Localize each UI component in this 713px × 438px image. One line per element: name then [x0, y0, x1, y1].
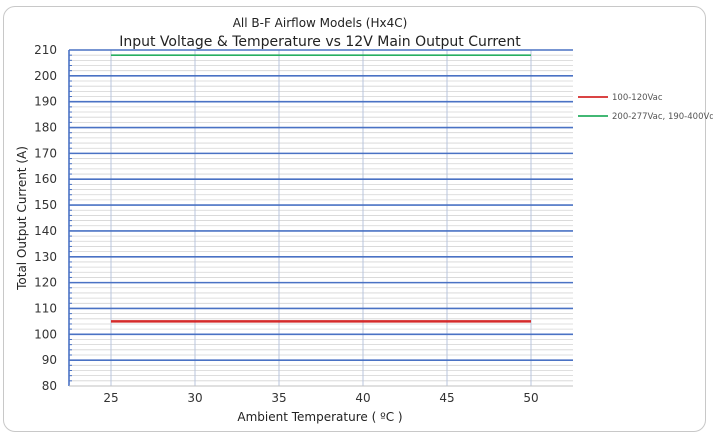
- x-tick-label: 50: [523, 391, 538, 405]
- chart-frame: [3, 6, 706, 432]
- x-tick-label: 30: [187, 391, 202, 405]
- series-layer: [111, 54, 531, 323]
- tick-layer: 80 90 100 110 120 130 140 150 160 170 180 190 200 210…: [34, 43, 539, 405]
- y-tick-label: 80: [42, 379, 57, 393]
- grid-layer: [68, 49, 573, 387]
- y-tick-label: 160: [34, 172, 57, 186]
- chart-subtitle: Input Voltage & Temperature vs 12V Main …: [119, 34, 521, 50]
- y-axis-title: Total Output Current (A): [15, 146, 29, 291]
- legend-label: 100-120Vac: [612, 93, 663, 103]
- legend: 100-120Vac 200-277Vac, 190-400Vdc: [578, 93, 713, 122]
- y-tick-label: 200: [34, 69, 57, 83]
- y-tick-label: 90: [42, 353, 57, 367]
- y-tick-label: 180: [34, 121, 57, 135]
- y-tick-label: 100: [34, 327, 57, 341]
- chart-title: All B-F Airflow Models (Hx4C): [233, 16, 408, 30]
- legend-label: 200-277Vac, 190-400Vdc: [612, 112, 713, 122]
- y-tick-label: 120: [34, 276, 57, 290]
- x-tick-label: 40: [355, 391, 370, 405]
- y-tick-label: 170: [34, 146, 57, 160]
- y-tick-label: 210: [34, 43, 57, 57]
- y-tick-label: 110: [34, 301, 57, 315]
- y-tick-label: 190: [34, 95, 57, 109]
- y-tick-label: 130: [34, 250, 57, 264]
- y-tick-label: 140: [34, 224, 57, 238]
- x-tick-label: 45: [439, 391, 454, 405]
- y-tick-label: 150: [34, 198, 57, 212]
- x-tick-label: 35: [271, 391, 286, 405]
- x-axis-title: Ambient Temperature ( ºC ): [237, 410, 402, 424]
- x-tick-label: 25: [103, 391, 118, 405]
